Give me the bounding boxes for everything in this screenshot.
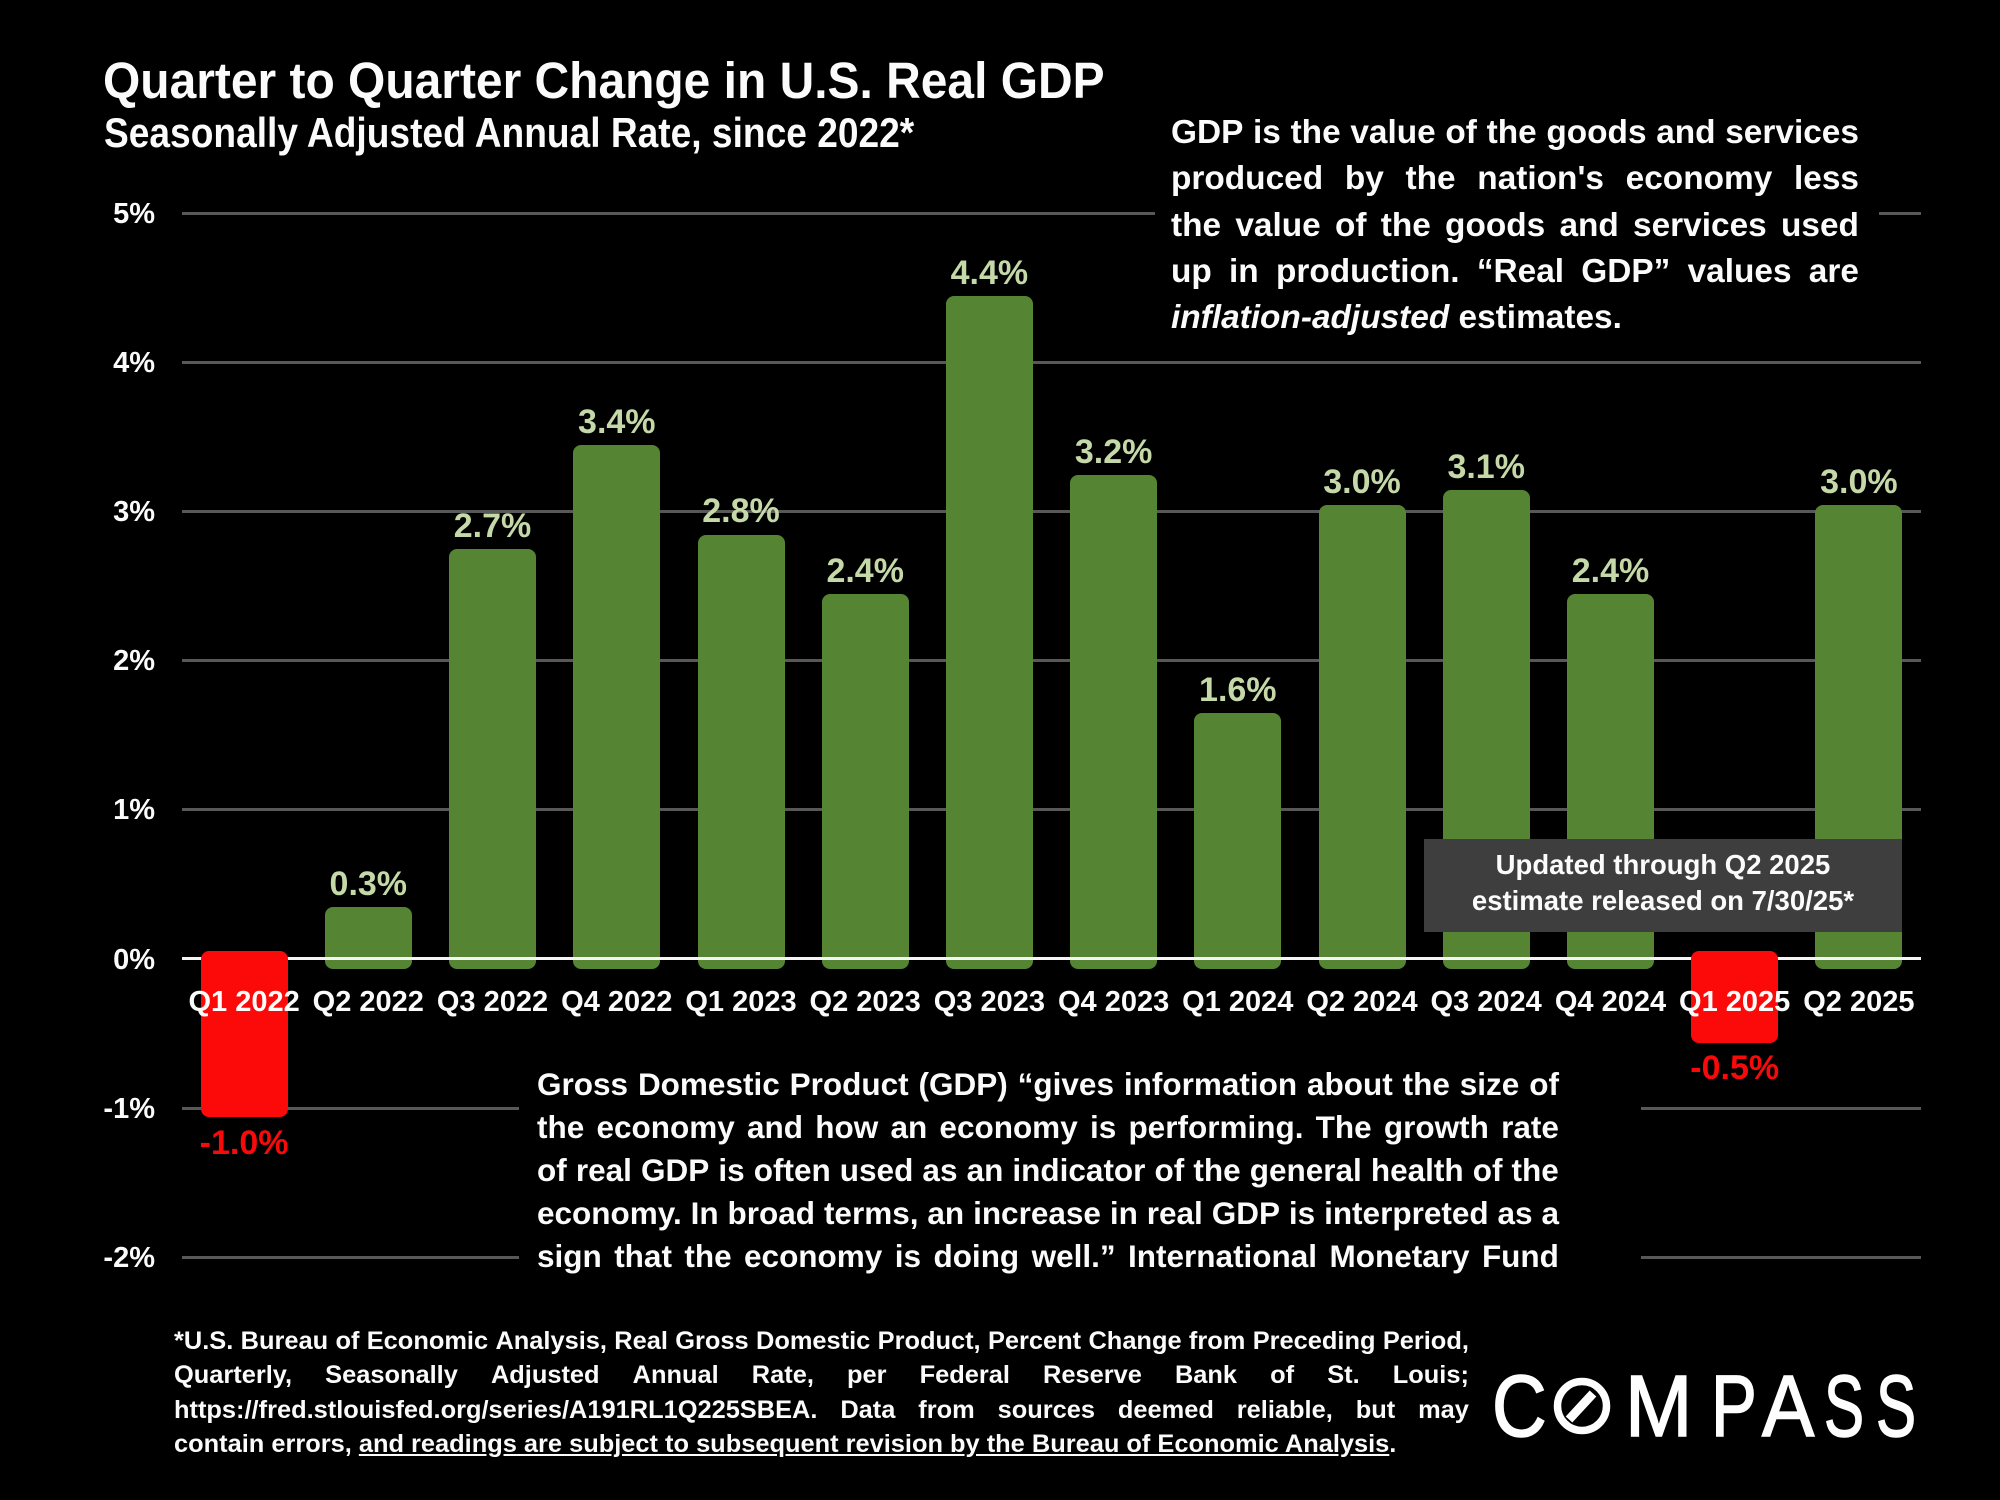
svg-text:S: S <box>1824 1374 1864 1444</box>
svg-text:S: S <box>1876 1374 1916 1444</box>
svg-text:A: A <box>1762 1374 1815 1444</box>
svg-text:M: M <box>1625 1374 1692 1444</box>
svg-text:P: P <box>1711 1374 1757 1444</box>
svg-text:C: C <box>1492 1374 1547 1444</box>
